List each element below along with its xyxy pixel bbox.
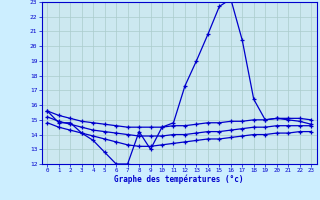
X-axis label: Graphe des températures (°c): Graphe des températures (°c) (115, 175, 244, 184)
